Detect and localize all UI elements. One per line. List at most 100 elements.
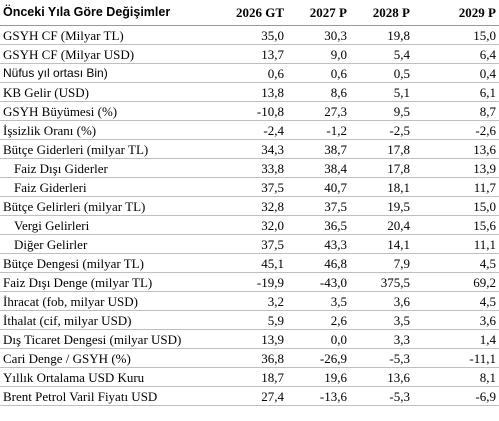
- header-title: Önceki Yıla Göre Değişimler: [0, 0, 222, 26]
- cell-value: 27,3: [287, 101, 350, 121]
- cell-value: 35,0: [222, 25, 287, 45]
- cell-value: 13,9: [413, 158, 499, 178]
- table-row: Faiz Dışı Denge (milyar TL) -19,9 -43,0 375…: [0, 272, 499, 292]
- cell-value: 5,9: [222, 310, 287, 330]
- cell-value: -2,6: [413, 120, 499, 140]
- row-label: Vergi Gelirleri: [0, 215, 222, 235]
- cell-value: -1,2: [287, 120, 350, 140]
- cell-value: 37,5: [287, 196, 350, 216]
- cell-value: 37,5: [222, 177, 287, 197]
- row-label: Faiz Dışı Denge (milyar TL): [0, 272, 222, 292]
- cell-value: 0,6: [287, 63, 350, 83]
- cell-value: 9,5: [350, 101, 413, 121]
- cell-value: -5,3: [350, 348, 413, 368]
- cell-value: 32,0: [222, 215, 287, 235]
- cell-value: 8,6: [287, 82, 350, 102]
- cell-value: 4,5: [413, 253, 499, 273]
- cell-value: 19,8: [350, 25, 413, 45]
- cell-value: 0,4: [413, 63, 499, 83]
- row-label: Brent Petrol Varil Fiyatı USD: [0, 386, 222, 406]
- table-row: Dış Ticaret Dengesi (milyar USD) 13,9 0,0 3…: [0, 329, 499, 349]
- cell-value: 34,3: [222, 139, 287, 159]
- cell-value: 20,4: [350, 215, 413, 235]
- cell-value: -13,6: [287, 386, 350, 406]
- cell-value: 0,6: [222, 63, 287, 83]
- table-row: Yıllık Ortalama USD Kuru 18,7 19,6 13,6 8,1: [0, 367, 499, 387]
- column-header: 2026 GT: [222, 0, 287, 26]
- table-row: Faiz Dışı Giderler 33,8 38,4 17,8 13,9: [0, 158, 499, 178]
- row-label: GSYH CF (Milyar USD): [0, 44, 222, 64]
- cell-value: 17,8: [350, 139, 413, 159]
- row-label: Bütçe Gelirleri (milyar TL): [0, 196, 222, 216]
- cell-value: -43,0: [287, 272, 350, 292]
- cell-value: 13,6: [413, 139, 499, 159]
- row-label: Nüfus yıl ortası Bin): [0, 63, 222, 83]
- row-label: Faiz Giderleri: [0, 177, 222, 197]
- data-table: Önceki Yıla Göre Değişimler 2026 GT 2027 P…: [0, 0, 499, 406]
- cell-value: 4,5: [413, 291, 499, 311]
- cell-value: 375,5: [350, 272, 413, 292]
- cell-value: 18,7: [222, 367, 287, 387]
- cell-value: 38,7: [287, 139, 350, 159]
- table-row: GSYH Büyümesi (%) -10,8 27,3 9,5 8,7: [0, 101, 499, 121]
- row-label: Faiz Dışı Giderler: [0, 158, 222, 178]
- cell-value: 43,3: [287, 234, 350, 254]
- cell-value: 33,8: [222, 158, 287, 178]
- cell-value: 14,1: [350, 234, 413, 254]
- cell-value: 5,1: [350, 82, 413, 102]
- row-label: Dış Ticaret Dengesi (milyar USD): [0, 329, 222, 349]
- cell-value: -2,5: [350, 120, 413, 140]
- row-label: İşsizlik Oranı (%): [0, 120, 222, 140]
- cell-value: 18,1: [350, 177, 413, 197]
- cell-value: 1,4: [413, 329, 499, 349]
- cell-value: -2,4: [222, 120, 287, 140]
- cell-value: 13,7: [222, 44, 287, 64]
- row-label: GSYH CF (Milyar TL): [0, 25, 222, 45]
- row-label: Bütçe Dengesi (milyar TL): [0, 253, 222, 273]
- cell-value: 15,0: [413, 196, 499, 216]
- cell-value: 3,5: [287, 291, 350, 311]
- table-row: İşsizlik Oranı (%) -2,4 -1,2 -2,5 -2,6: [0, 120, 499, 140]
- cell-value: 2,6: [287, 310, 350, 330]
- cell-value: 19,5: [350, 196, 413, 216]
- cell-value: 13,9: [222, 329, 287, 349]
- table-row: Vergi Gelirleri 32,0 36,5 20,4 15,6: [0, 215, 499, 235]
- table-row: Brent Petrol Varil Fiyatı USD 27,4 -13,6 -5…: [0, 386, 499, 406]
- cell-value: -11,1: [413, 348, 499, 368]
- cell-value: 0,0: [287, 329, 350, 349]
- cell-value: 36,5: [287, 215, 350, 235]
- cell-value: 3,5: [350, 310, 413, 330]
- cell-value: 45,1: [222, 253, 287, 273]
- cell-value: 8,7: [413, 101, 499, 121]
- cell-value: 15,6: [413, 215, 499, 235]
- table-row: Diğer Gelirler 37,5 43,3 14,1 11,1: [0, 234, 499, 254]
- table-row: Bütçe Gelirleri (milyar TL) 32,8 37,5 19,5 1…: [0, 196, 499, 216]
- table-row: Bütçe Dengesi (milyar TL) 45,1 46,8 7,9 4,5: [0, 253, 499, 273]
- cell-value: 5,4: [350, 44, 413, 64]
- table-body: GSYH CF (Milyar TL) 35,0 30,3 19,8 15,0 GSYH …: [0, 25, 499, 406]
- cell-value: 0,5: [350, 63, 413, 83]
- row-label: İthalat (cif, milyar USD): [0, 310, 222, 330]
- cell-value: 6,4: [413, 44, 499, 64]
- cell-value: 11,1: [413, 234, 499, 254]
- row-label: Yıllık Ortalama USD Kuru: [0, 367, 222, 387]
- cell-value: 6,1: [413, 82, 499, 102]
- table-row: Nüfus yıl ortası Bin) 0,6 0,6 0,5 0,4: [0, 63, 499, 83]
- cell-value: 38,4: [287, 158, 350, 178]
- table-row: KB Gelir (USD) 13,8 8,6 5,1 6,1: [0, 82, 499, 102]
- cell-value: 15,0: [413, 25, 499, 45]
- row-label: KB Gelir (USD): [0, 82, 222, 102]
- table-row: Faiz Giderleri 37,5 40,7 18,1 11,7: [0, 177, 499, 197]
- cell-value: 69,2: [413, 272, 499, 292]
- cell-value: 9,0: [287, 44, 350, 64]
- cell-value: -26,9: [287, 348, 350, 368]
- row-label: İhracat (fob, milyar USD): [0, 291, 222, 311]
- cell-value: -10,8: [222, 101, 287, 121]
- cell-value: 27,4: [222, 386, 287, 406]
- cell-value: -19,9: [222, 272, 287, 292]
- column-header: 2028 P: [350, 0, 413, 26]
- cell-value: 3,6: [350, 291, 413, 311]
- cell-value: 46,8: [287, 253, 350, 273]
- row-label: Diğer Gelirler: [0, 234, 222, 254]
